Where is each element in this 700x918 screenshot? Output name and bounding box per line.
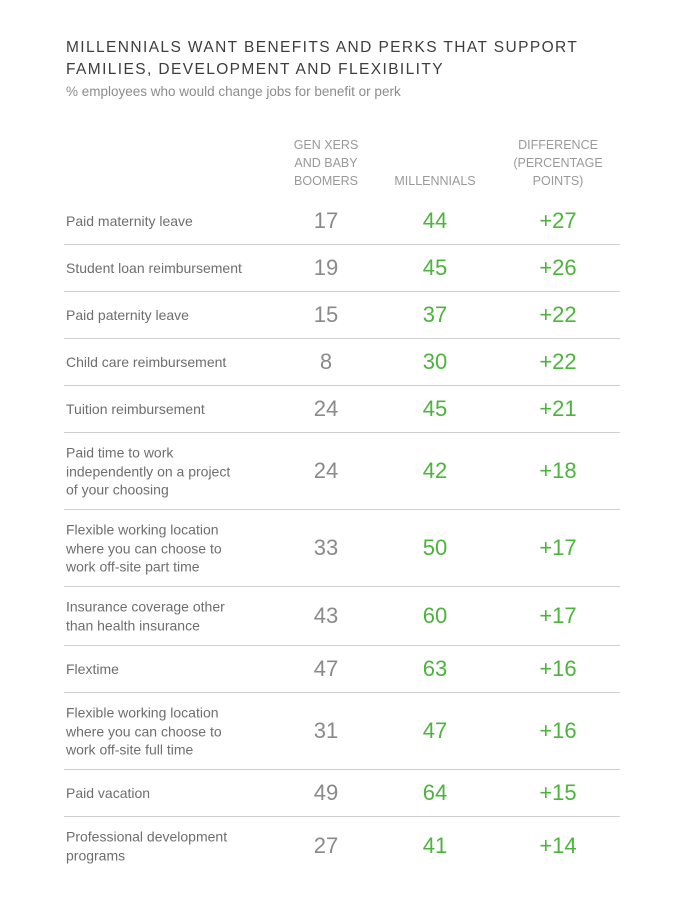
column-header-line: MILLENNIALS	[394, 174, 476, 188]
chart-title-line-1: MILLENNIALS WANT BENEFITS AND PERKS THAT…	[66, 39, 579, 56]
benefit-label-line: Paid paternity leave	[66, 306, 189, 323]
benefit-label: Paid time to work independently on a proj…	[66, 443, 286, 499]
column-header-line: (PERCENTAGE	[513, 156, 603, 170]
benefit-label-line: Professional development	[66, 828, 228, 845]
table-row: Student loan reimbursement 19 45 +26	[64, 245, 620, 292]
difference-value: +14	[539, 833, 577, 858]
table-row: Professional development programs 27 41 +14	[64, 817, 620, 875]
column-header-millennials: MILLENNIALS	[375, 172, 495, 190]
benefit-label: Child care reimbursement	[66, 353, 286, 372]
benefit-label: Paid paternity leave	[66, 306, 286, 325]
table-row: Child care reimbursement 8 30 +22	[64, 339, 620, 386]
benefit-label: Insurance coverage other than health insu…	[66, 598, 286, 635]
millennials-value: 42	[422, 458, 448, 483]
benefit-label: Flexible working location where you can c…	[66, 703, 286, 759]
millennials-value: 50	[422, 535, 448, 560]
table-row: Paid paternity leave 15 37 +22	[64, 292, 620, 339]
millennials-value: 63	[422, 656, 448, 681]
table-row: Paid time to work independently on a proj…	[64, 433, 620, 510]
table-row: Tuition reimbursement 24 45 +21	[64, 386, 620, 433]
benefit-label: Flextime	[66, 660, 286, 679]
difference-value: +27	[539, 208, 577, 233]
benefit-label-line: Paid time to work	[66, 444, 174, 461]
genx-boomers-value: 43	[313, 603, 339, 628]
difference-value: +21	[539, 396, 577, 421]
difference-value: +17	[539, 603, 577, 628]
table-row: Flextime 47 63 +16	[64, 646, 620, 693]
benefit-label: Paid maternity leave	[66, 212, 286, 231]
genx-boomers-value: 19	[313, 255, 339, 280]
genx-boomers-value: 24	[313, 458, 339, 483]
genx-boomers-value: 8	[319, 349, 333, 374]
difference-value: +26	[539, 255, 577, 280]
benefit-label: Student loan reimbursement	[66, 259, 286, 278]
genx-boomers-value: 31	[313, 718, 339, 743]
benefit-label: Paid vacation	[66, 784, 286, 803]
benefit-label-line: Flexible working location	[66, 521, 219, 538]
difference-value: +16	[539, 656, 577, 681]
column-header-line: GEN XERS	[293, 138, 359, 152]
genx-boomers-value: 27	[313, 833, 339, 858]
benefit-label-line: Paid vacation	[66, 784, 151, 801]
column-header-line: AND BABY	[294, 156, 358, 170]
genx-boomers-value: 47	[313, 656, 339, 681]
benefit-label-line: Insurance coverage other	[66, 598, 225, 615]
millennials-value: 41	[422, 833, 448, 858]
millennials-value: 45	[422, 255, 448, 280]
chart-subtitle: % employees who would change jobs for be…	[66, 84, 401, 99]
genx-boomers-value: 24	[313, 396, 339, 421]
benefit-label-line: Flexible working location	[66, 704, 219, 721]
genx-boomers-value: 15	[313, 302, 339, 327]
benefit-label-line: work off-site part time	[66, 558, 200, 575]
millennials-value: 47	[422, 718, 448, 743]
table-row: Flexible working location where you can c…	[64, 510, 620, 587]
benefit-label-line: work off-site full time	[66, 741, 194, 758]
genx-boomers-value: 17	[313, 208, 339, 233]
benefit-label-line: where you can choose to	[66, 722, 222, 739]
benefit-label-line: Student loan reimbursement	[66, 259, 242, 276]
column-header-line: BOOMERS	[294, 174, 358, 188]
column-header-line: DIFFERENCE	[518, 138, 598, 152]
column-header-genx-boomers: GEN XERS AND BABY BOOMERS	[276, 136, 376, 190]
benefit-label: Professional development programs	[66, 828, 286, 865]
column-header-line: POINTS)	[532, 174, 584, 188]
millennials-value: 30	[422, 349, 448, 374]
difference-value: +16	[539, 718, 577, 743]
benefits-table: Paid maternity leave 17 44 +27 Student loan …	[64, 198, 620, 875]
benefit-label-line: Flextime	[66, 660, 119, 677]
genx-boomers-value: 33	[313, 535, 339, 560]
benefit-label-line: than health insurance	[66, 617, 200, 633]
difference-value: +17	[539, 535, 577, 560]
chart-title-line-2: FAMILIES, DEVELOPMENT AND FLEXIBILITY	[66, 61, 444, 78]
benefit-label: Tuition reimbursement	[66, 400, 286, 419]
millennials-value: 45	[422, 396, 448, 421]
benefit-label-line: of your choosing	[66, 481, 169, 498]
table-row: Paid vacation 49 64 +15	[64, 770, 620, 817]
benefit-label: Flexible working location where you can c…	[66, 520, 286, 576]
benefit-label-line: Tuition reimbursement	[66, 400, 205, 417]
column-header-difference: DIFFERENCE (PERCENTAGE POINTS)	[498, 136, 618, 190]
millennials-value: 60	[422, 603, 448, 628]
genx-boomers-value: 49	[313, 780, 339, 805]
difference-value: +22	[539, 302, 577, 327]
benefit-label-line: independently on a project	[66, 462, 231, 479]
table-row: Insurance coverage other than health insu…	[64, 587, 620, 646]
chart-title: MILLENNIALS WANT BENEFITS AND PERKS THAT…	[66, 37, 666, 81]
difference-value: +15	[539, 780, 577, 805]
millennials-value: 64	[422, 780, 448, 805]
benefit-label-line: programs	[66, 847, 126, 863]
millennials-value: 37	[422, 302, 448, 327]
benefit-label-line: Child care reimbursement	[66, 353, 227, 370]
difference-value: +22	[539, 349, 577, 374]
benefit-label-line: where you can choose to	[66, 539, 222, 556]
difference-value: +18	[539, 458, 577, 483]
table-row: Paid maternity leave 17 44 +27	[64, 198, 620, 245]
millennials-value: 44	[422, 208, 448, 233]
table-row: Flexible working location where you can c…	[64, 693, 620, 770]
benefit-label-line: Paid maternity leave	[66, 212, 193, 229]
